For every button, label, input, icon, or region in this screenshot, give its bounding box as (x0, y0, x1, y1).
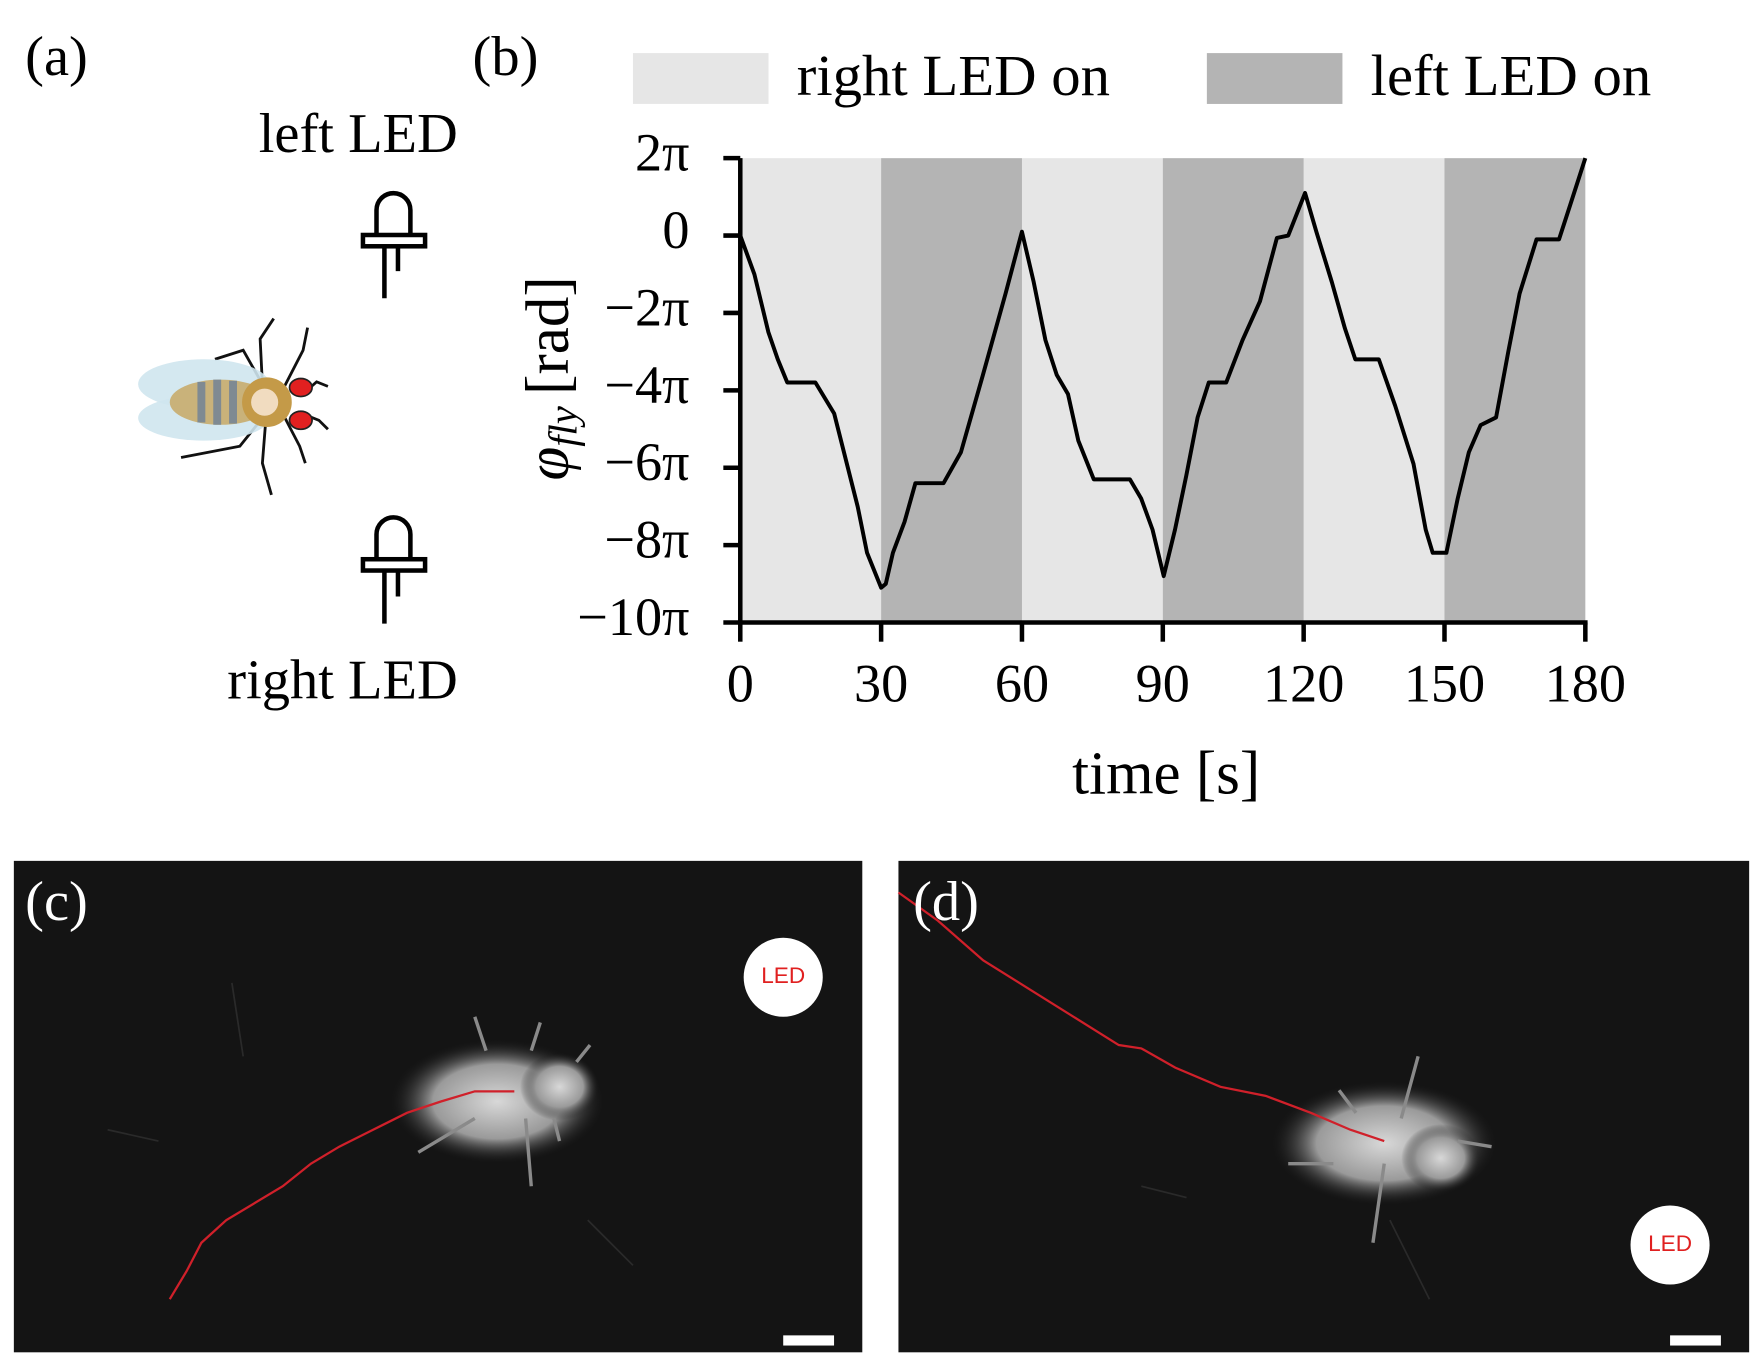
y-tick-label: −10π (577, 587, 689, 647)
panel-label: (d) (913, 871, 979, 933)
legend-swatch (1206, 53, 1343, 104)
y-tick-label: 0 (662, 200, 689, 260)
y-tick-label: −8π (604, 510, 689, 570)
y-label-unit: [rad] (515, 276, 582, 395)
x-axis-label: time [s] (1072, 741, 1260, 808)
y-axis-label: φfly [rad] (515, 276, 586, 480)
y-label-symbol: φ (515, 447, 582, 481)
y-label-subscript: fly (541, 405, 586, 447)
photo: LED (897, 860, 1750, 1353)
x-tick-label: 120 (1263, 654, 1344, 714)
y-tick-label: −2π (604, 277, 689, 337)
data-line (738, 157, 1588, 590)
photo: LED (13, 860, 863, 1353)
x-tick-label: 0 (727, 654, 754, 714)
chart: right LED on left LED on 2π 0 −2π −4π −6π −8π −1… (515, 43, 1651, 808)
led-band (1162, 158, 1304, 623)
led-icon (360, 190, 428, 299)
legend-label: left LED on (1371, 43, 1652, 108)
x-tick-label: 180 (1545, 654, 1626, 714)
x-tick-label: 60 (995, 654, 1049, 714)
led-marker: LED (1648, 1231, 1692, 1256)
led-label: left LED (259, 103, 458, 165)
led-band (1303, 158, 1445, 623)
led-label: right LED (227, 650, 458, 712)
led-marker: LED (761, 963, 805, 988)
x-tick-label: 150 (1404, 654, 1485, 714)
y-tick-label: 2π (635, 123, 689, 183)
led-band (881, 158, 1022, 623)
fly-illustration (138, 317, 329, 496)
x-tick-label: 90 (1136, 654, 1190, 714)
legend-swatch (632, 53, 769, 104)
x-tick-label: 30 (854, 654, 908, 714)
led-band (1021, 158, 1163, 623)
panel-label: (b) (473, 26, 539, 88)
panel-label: (c) (25, 871, 88, 933)
legend-label: right LED on (797, 43, 1110, 108)
led-icon (360, 515, 428, 624)
panel-label: (a) (25, 26, 88, 88)
y-tick-label: −4π (604, 355, 689, 415)
led-band (740, 158, 882, 623)
y-tick-label: −6π (604, 432, 689, 492)
